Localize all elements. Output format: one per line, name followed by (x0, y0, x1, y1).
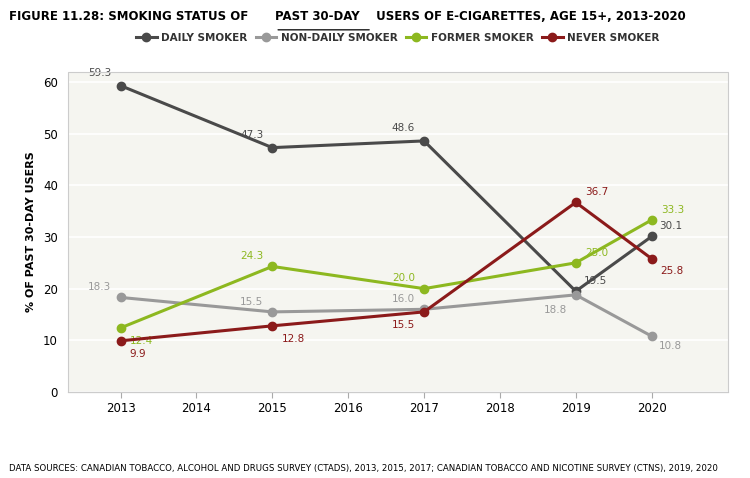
Text: DATA SOURCES: CANADIAN TOBACCO, ALCOHOL AND DRUGS SURVEY (CTADS), 2013, 2015, 20: DATA SOURCES: CANADIAN TOBACCO, ALCOHOL … (9, 464, 718, 473)
Text: 25.0: 25.0 (585, 248, 608, 258)
Text: 9.9: 9.9 (130, 348, 146, 358)
Legend: DAILY SMOKER, NON-DAILY SMOKER, FORMER SMOKER, NEVER SMOKER: DAILY SMOKER, NON-DAILY SMOKER, FORMER S… (132, 29, 663, 47)
Text: 48.6: 48.6 (392, 123, 415, 133)
Text: 15.5: 15.5 (240, 297, 263, 307)
Text: 30.1: 30.1 (659, 221, 682, 231)
Text: USERS OF E-CIGARETTES, AGE 15+, 2013-2020: USERS OF E-CIGARETTES, AGE 15+, 2013-202… (372, 10, 686, 22)
Text: 12.8: 12.8 (281, 334, 304, 344)
Text: 33.3: 33.3 (661, 205, 684, 215)
Text: 59.3: 59.3 (88, 68, 112, 78)
Text: PAST 30-DAY: PAST 30-DAY (275, 10, 360, 22)
Text: 19.5: 19.5 (584, 276, 607, 286)
Text: 10.8: 10.8 (659, 341, 682, 351)
Text: 18.8: 18.8 (544, 305, 567, 315)
Text: 18.3: 18.3 (88, 282, 112, 292)
Y-axis label: % OF PAST 30-DAY USERS: % OF PAST 30-DAY USERS (26, 152, 36, 312)
Text: 25.8: 25.8 (661, 266, 684, 276)
Text: FIGURE 11.28: SMOKING STATUS OF: FIGURE 11.28: SMOKING STATUS OF (9, 10, 252, 22)
Text: 16.0: 16.0 (392, 294, 415, 304)
Text: 36.7: 36.7 (585, 187, 608, 197)
Text: 20.0: 20.0 (392, 273, 415, 283)
Text: 12.4: 12.4 (130, 336, 153, 346)
Text: 47.3: 47.3 (240, 130, 263, 140)
Text: 24.3: 24.3 (240, 251, 263, 261)
Text: 15.5: 15.5 (392, 320, 415, 330)
